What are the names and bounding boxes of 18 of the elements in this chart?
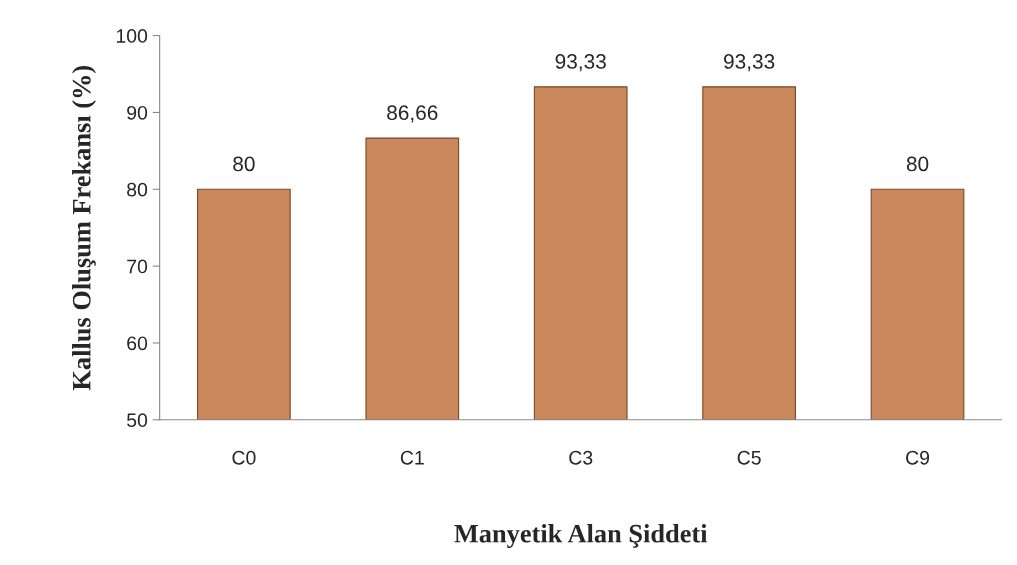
data-label: 93,33 (724, 54, 775, 72)
y-tick-label: 70 (127, 259, 148, 274)
x-tick-label: C0 (232, 450, 256, 465)
y-tick-label: 50 (127, 413, 148, 428)
data-label: 86,66 (387, 105, 438, 123)
y-tick-label: 100 (116, 29, 148, 43)
data-label: 80 (233, 156, 255, 172)
x-tick-label: C1 (400, 450, 424, 465)
x-tick-label: C5 (737, 450, 761, 465)
y-tick-label: 80 (127, 182, 148, 197)
y-tick-label: 60 (127, 336, 148, 351)
y-axis-title: Kallus Oluşum Frekansı (%) (72, 65, 96, 391)
data-label: 93,33 (555, 54, 606, 72)
x-axis-title: Manyetik Alan Şiddeti (454, 524, 708, 549)
data-label: 80 (906, 156, 929, 172)
x-tick-label: C9 (906, 450, 930, 465)
y-tick-label: 90 (127, 105, 148, 120)
x-tick-label: C3 (569, 450, 593, 465)
